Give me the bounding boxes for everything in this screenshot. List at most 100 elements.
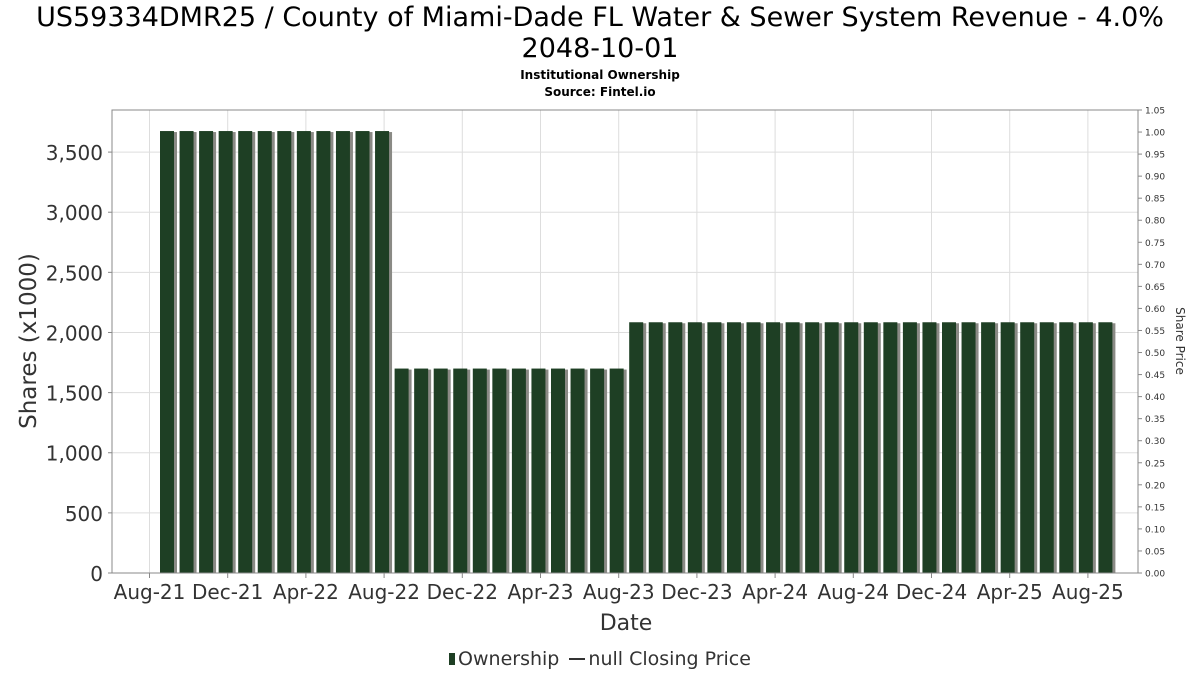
ownership-bar [609,368,624,573]
y-tick-label: 0 [90,562,103,586]
y-tick-label: 3,000 [46,201,103,225]
ownership-bar [277,131,292,573]
y-tick-label: 500 [65,502,103,526]
legend: Ownership null Closing Price [0,647,1200,670]
ownership-bar [629,322,644,573]
ownership-bar [1020,322,1035,573]
ownership-bar [218,131,233,573]
y2-tick-label: 1.00 [1145,129,1165,139]
x-tick-label: Aug-22 [348,580,420,604]
y2-tick-label: 0.05 [1145,547,1165,557]
ownership-bar [433,368,448,573]
chart-subtitle: Institutional Ownership [520,68,680,82]
axes-layer: 0 500 1,000 1,500 2,000 2,500 3,000 3,500 0.00 0.… [46,107,1166,605]
legend-item-ownership: Ownership [449,648,559,670]
y2-tick-label: 0.45 [1145,371,1165,381]
y2-tick-label: 0.10 [1145,525,1165,535]
x-axis-label: Date [600,611,653,636]
ownership-bar [1039,322,1054,573]
x-tick-label: Aug-21 [114,580,186,604]
x-tick-label: Apr-25 [977,580,1043,604]
y2-tick-label: 0.80 [1145,217,1165,227]
y2-tick-label: 0.30 [1145,437,1165,447]
ownership-bar [257,131,272,573]
y2-tick-label: 0.35 [1145,415,1165,425]
ownership-bar [902,322,917,573]
ownership-bar [335,131,350,573]
chart-source: Source: Fintel.io [544,85,656,99]
y-axis-label: Shares (x1000) [16,253,42,429]
ownership-bar [179,131,194,573]
y2-tick-label: 0.20 [1145,481,1165,491]
ownership-bar [883,322,898,573]
x-tick-label: Dec-22 [427,580,498,604]
legend-item-closing-price: null Closing Price [565,648,751,670]
y2-tick-label: 0.40 [1145,393,1165,403]
chart-title-line-2: 2048-10-01 [521,33,679,64]
x-tick-label: Apr-22 [273,580,339,604]
ownership-bar [414,368,429,573]
ownership-bar [1098,322,1113,573]
ownership-bar [531,368,546,573]
ownership-bar [355,131,370,573]
y2-tick-label: 0.55 [1145,327,1165,337]
ownership-bar [981,322,996,573]
ownership-bar [590,368,605,573]
legend-swatch-closing-price [569,658,586,660]
ownership-bar [922,322,937,573]
ownership-bar [394,368,409,573]
y2-axis-label: Share Price [1173,307,1187,375]
y2-tick-label: 0.85 [1145,195,1165,205]
ownership-bar [824,322,839,573]
ownership-bar [766,322,781,573]
ownership-bar [492,368,507,573]
x-tick-label: Aug-24 [817,580,889,604]
y2-tick-label: 0.25 [1145,459,1165,469]
y-tick-label: 3,500 [46,141,103,165]
ownership-bar [844,322,859,573]
ownership-bar [570,368,585,573]
ownership-bar [160,131,174,573]
y2-tick-label: 0.70 [1145,261,1165,271]
y2-tick-label: 0.15 [1145,503,1165,513]
ownership-bar [375,131,390,573]
legend-swatch-ownership [449,653,456,665]
ownership-bar [648,322,663,573]
y2-tick-label: 0.95 [1145,151,1165,161]
y2-tick-label: 0.00 [1145,570,1165,580]
ownership-bar [238,131,253,573]
ownership-bar [199,131,214,573]
ownership-bar [746,322,761,573]
ownership-bar [668,322,683,573]
y2-tick-label: 0.60 [1145,305,1165,315]
x-tick-label: Apr-24 [742,580,808,604]
plot-border [111,109,1139,574]
ownership-bar [785,322,800,573]
ownership-bar [726,322,741,573]
ownership-bar [511,368,526,573]
x-tick-label: Dec-21 [192,580,263,604]
ownership-bar [961,322,976,573]
ownership-bar [942,322,956,573]
legend-label-ownership: Ownership [458,647,560,670]
bars-layer [112,131,1116,574]
y2-tick-label: 0.75 [1145,239,1165,249]
ownership-bar [296,131,311,573]
ownership-bar [863,322,878,573]
y-tick-label: 1,000 [46,442,103,466]
ownership-bar [316,131,331,573]
legend-label-closing-price: null Closing Price [588,647,751,670]
y2-tick-label: 0.50 [1145,349,1165,359]
x-tick-label: Apr-23 [508,580,574,604]
ownership-bar [687,322,702,573]
y-tick-label: 1,500 [46,382,103,406]
ownership-bar [453,368,468,573]
ownership-bar [1000,322,1015,573]
ownership-bar [551,368,565,573]
chart-title-line-1: US59334DMR25 / County of Miami-Dade FL W… [36,2,1164,33]
ownership-bar [707,322,722,573]
x-tick-label: Dec-23 [661,580,732,604]
y-tick-label: 2,500 [46,261,103,285]
y2-tick-label: 0.90 [1145,173,1165,183]
